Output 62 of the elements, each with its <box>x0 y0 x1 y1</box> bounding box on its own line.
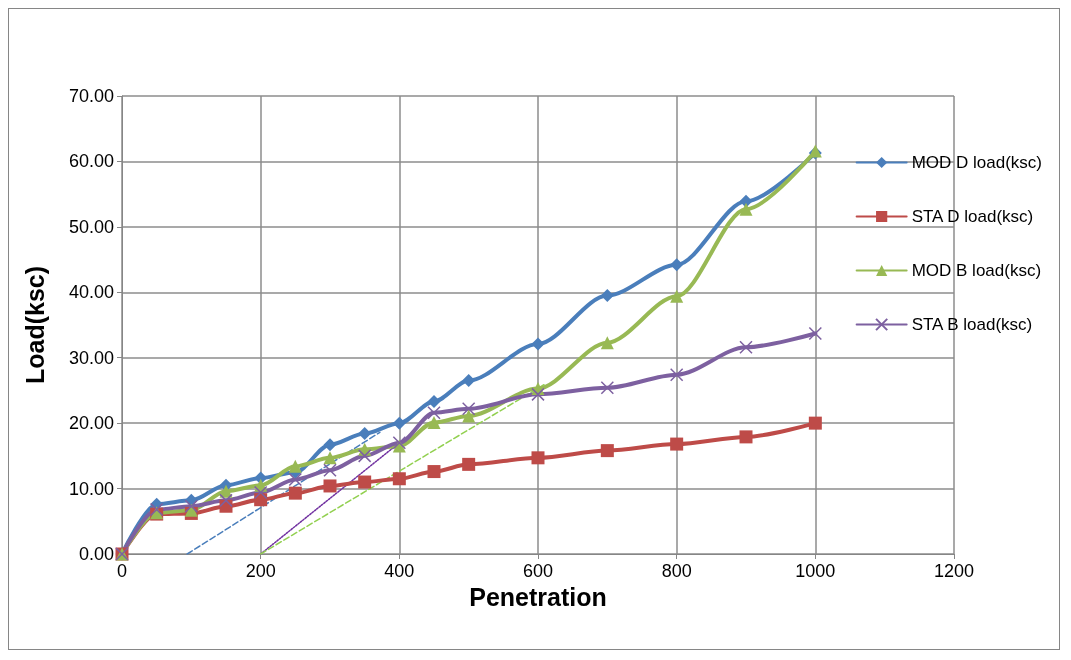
point <box>808 416 822 430</box>
legend-label: STA D load(ksc) <box>911 207 1034 226</box>
point <box>739 202 753 216</box>
x-tick-label: 800 <box>661 561 692 581</box>
point <box>670 258 684 272</box>
point <box>219 493 233 508</box>
point <box>288 486 302 500</box>
x-axis-title: Penetration <box>469 583 607 612</box>
point <box>669 367 684 382</box>
x-tick-label: 200 <box>245 561 276 581</box>
y-tick-label: 70.00 <box>68 86 114 106</box>
point <box>253 485 268 500</box>
point <box>323 438 337 452</box>
point <box>461 402 476 416</box>
point <box>427 415 441 429</box>
point <box>670 289 684 303</box>
point <box>462 409 476 423</box>
point <box>427 395 441 409</box>
y-tick-label: 0.00 <box>78 544 114 564</box>
legend-label: STA B load(ksc) <box>911 315 1033 334</box>
point <box>808 326 823 341</box>
point <box>149 502 164 517</box>
point <box>670 437 684 451</box>
point <box>358 427 372 441</box>
x-tick-label: 400 <box>384 561 415 581</box>
y-tick-label: 40.00 <box>68 282 114 303</box>
point <box>392 416 406 430</box>
y-tick-label: 50.00 <box>68 216 114 237</box>
point <box>462 457 476 471</box>
legend-label: MOD D load(ksc) <box>911 153 1043 172</box>
point <box>600 289 614 303</box>
x-tick-label: 0 <box>116 561 128 581</box>
y-tick-label: 30.00 <box>68 347 114 368</box>
legend-label: MOD B load(ksc) <box>911 261 1042 280</box>
point <box>739 340 753 354</box>
point <box>600 336 614 350</box>
point <box>184 499 199 513</box>
point <box>392 472 406 486</box>
point <box>288 459 302 473</box>
x-tick-label: 1200 <box>933 561 975 581</box>
point <box>531 451 545 465</box>
point <box>600 381 615 395</box>
y-axis-title: Load(ksc) <box>20 265 49 385</box>
y-tick-label: 60.00 <box>68 151 114 172</box>
point <box>288 472 303 487</box>
point <box>323 479 337 493</box>
point <box>427 405 441 420</box>
point <box>531 387 545 402</box>
point <box>427 465 441 479</box>
y-tick-label: 20.00 <box>68 413 114 434</box>
point <box>323 451 337 465</box>
point <box>739 430 753 444</box>
point <box>358 475 372 489</box>
point <box>600 444 614 458</box>
x-tick-label: 1000 <box>795 561 836 581</box>
x-tick-label: 600 <box>522 561 554 581</box>
point <box>531 337 545 351</box>
point <box>739 194 753 208</box>
point <box>323 463 337 477</box>
y-tick-label: 10.00 <box>68 478 114 499</box>
point <box>357 449 372 463</box>
point <box>462 374 476 388</box>
